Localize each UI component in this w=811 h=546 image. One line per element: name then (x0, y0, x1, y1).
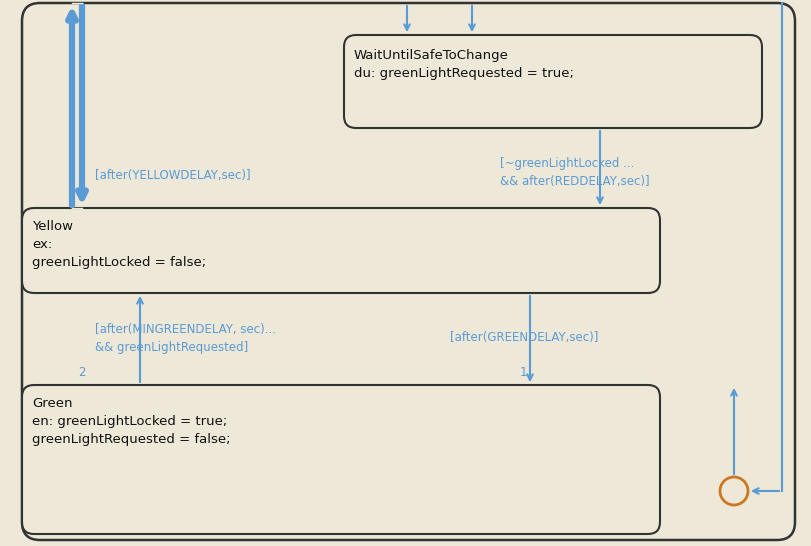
Text: 2: 2 (78, 366, 85, 379)
Text: ex:: ex: (32, 238, 52, 251)
Text: Green: Green (32, 397, 72, 410)
Text: du: greenLightRequested = true;: du: greenLightRequested = true; (354, 67, 573, 80)
Circle shape (719, 477, 747, 505)
FancyBboxPatch shape (22, 385, 659, 534)
FancyBboxPatch shape (344, 35, 761, 128)
Text: greenLightRequested = false;: greenLightRequested = false; (32, 433, 230, 446)
Text: [after(YELLOWDELAY,sec)]: [after(YELLOWDELAY,sec)] (95, 169, 251, 181)
Text: en: greenLightLocked = true;: en: greenLightLocked = true; (32, 415, 227, 428)
Text: WaitUntilSafeToChange: WaitUntilSafeToChange (354, 49, 508, 62)
Text: Yellow: Yellow (32, 220, 73, 233)
Text: [after(MINGREENDELAY, sec)...
&& greenLightRequested]: [after(MINGREENDELAY, sec)... && greenLi… (95, 323, 276, 353)
FancyBboxPatch shape (22, 3, 794, 540)
Text: greenLightLocked = false;: greenLightLocked = false; (32, 256, 206, 269)
Text: [~greenLightLocked ...
&& after(REDDELAY,sec)]: [~greenLightLocked ... && after(REDDELAY… (500, 157, 649, 187)
Text: 1: 1 (519, 366, 527, 379)
Text: [after(GREENDELAY,sec)]: [after(GREENDELAY,sec)] (449, 331, 598, 345)
FancyBboxPatch shape (22, 208, 659, 293)
